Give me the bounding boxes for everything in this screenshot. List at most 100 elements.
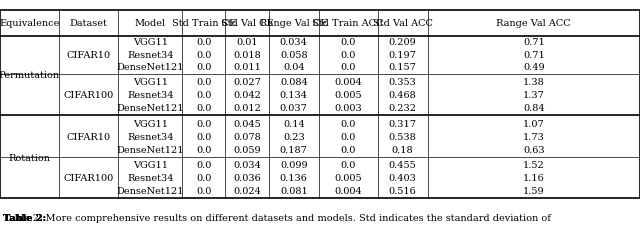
Text: 1.52: 1.52 [523,161,545,170]
Text: 0.01: 0.01 [236,38,258,47]
Text: 1.16: 1.16 [523,174,545,183]
Text: 0.0: 0.0 [340,64,356,73]
Text: 0.14: 0.14 [283,120,305,129]
Text: 0.003: 0.003 [334,104,362,113]
Text: Table 2: More comprehensive results on different datasets and models. Std indica: Table 2: More comprehensive results on d… [3,214,551,223]
Text: CIFAR100: CIFAR100 [63,174,114,183]
Text: 0.18: 0.18 [392,146,413,155]
Text: 0.0: 0.0 [196,133,212,142]
Text: Table 2:: Table 2: [3,214,46,223]
Text: Resnet34: Resnet34 [127,51,173,60]
Text: 0.0: 0.0 [196,51,212,60]
Text: Dataset: Dataset [70,19,108,27]
Text: 0.84: 0.84 [523,104,545,113]
Text: Model: Model [135,19,166,27]
Text: 0.04: 0.04 [283,64,305,73]
Text: Std Val CE: Std Val CE [221,19,273,27]
Text: 0.0: 0.0 [340,146,356,155]
Text: DenseNet121: DenseNet121 [116,104,184,113]
Text: 0.71: 0.71 [523,51,545,60]
Text: CIFAR100: CIFAR100 [63,91,114,100]
Text: Table 2: More comprehensive results on different datasets and models. Std indica: Table 2: More comprehensive results on d… [3,214,551,223]
Text: Std Train CE: Std Train CE [172,19,236,27]
Text: Table 2:: Table 2: [3,214,46,223]
Text: 0.099: 0.099 [280,161,308,170]
Text: 0.0: 0.0 [196,104,212,113]
Text: 0.0: 0.0 [196,91,212,100]
Text: 0.027: 0.027 [233,78,261,87]
Text: 1.38: 1.38 [523,78,545,87]
Text: 0.0: 0.0 [340,51,356,60]
Text: 0.0: 0.0 [340,120,356,129]
Text: 0.63: 0.63 [523,146,545,155]
Text: 0.197: 0.197 [388,51,417,60]
Text: 0.004: 0.004 [334,78,362,87]
Text: 0.0: 0.0 [196,161,212,170]
Text: 1.73: 1.73 [523,133,545,142]
Text: 0.0: 0.0 [340,133,356,142]
Text: Std Val ACC: Std Val ACC [372,19,433,27]
Text: VGG11: VGG11 [133,38,168,47]
Text: 0.134: 0.134 [280,91,308,100]
Text: Table 2:: Table 2: [3,214,46,223]
Text: 0.0: 0.0 [340,161,356,170]
Text: 0.005: 0.005 [334,174,362,183]
Text: 0.036: 0.036 [233,174,261,183]
Text: 0.516: 0.516 [388,187,417,196]
Text: Equivalence: Equivalence [0,19,60,27]
Text: 0.23: 0.23 [283,133,305,142]
Text: 0.004: 0.004 [334,187,362,196]
Text: 1.37: 1.37 [523,91,545,100]
Text: 0.011: 0.011 [233,64,261,73]
Text: 0.037: 0.037 [280,104,308,113]
Text: Resnet34: Resnet34 [127,133,173,142]
Text: 0.0: 0.0 [196,146,212,155]
Text: 0.034: 0.034 [233,161,261,170]
Text: 0.081: 0.081 [280,187,308,196]
Text: Resnet34: Resnet34 [127,174,173,183]
Text: CIFAR10: CIFAR10 [67,51,111,60]
Text: 0.005: 0.005 [334,91,362,100]
Text: Range Val CE: Range Val CE [260,19,328,27]
Text: DenseNet121: DenseNet121 [116,64,184,73]
Text: 0.0: 0.0 [196,174,212,183]
Text: 0.042: 0.042 [233,91,261,100]
Text: VGG11: VGG11 [133,120,168,129]
Text: 0.024: 0.024 [233,187,261,196]
Text: 0.058: 0.058 [280,51,308,60]
Text: DenseNet121: DenseNet121 [116,146,184,155]
Text: VGG11: VGG11 [133,78,168,87]
Text: 0.538: 0.538 [388,133,417,142]
Text: Table 2: More comprehensive results on different datasets and models. Std indica: Table 2: More comprehensive results on d… [3,214,551,223]
Text: 0.045: 0.045 [233,120,261,129]
Text: 0.71: 0.71 [523,38,545,47]
Text: Resnet34: Resnet34 [127,91,173,100]
Text: 0.034: 0.034 [280,38,308,47]
Text: 0.187: 0.187 [280,146,308,155]
Text: 0.403: 0.403 [388,174,417,183]
Text: Rotation: Rotation [8,154,51,162]
Text: 0.136: 0.136 [280,174,308,183]
Text: 0.078: 0.078 [233,133,261,142]
Text: 0.0: 0.0 [196,38,212,47]
Text: Range Val ACC: Range Val ACC [497,19,571,27]
Text: 0.0: 0.0 [196,120,212,129]
Text: 0.059: 0.059 [233,146,261,155]
Text: 0.455: 0.455 [388,161,417,170]
Text: 1.59: 1.59 [523,187,545,196]
Text: 0.209: 0.209 [388,38,417,47]
Text: VGG11: VGG11 [133,161,168,170]
Text: Std Train ACC: Std Train ACC [312,19,384,27]
Text: CIFAR10: CIFAR10 [67,133,111,142]
Text: 0.157: 0.157 [388,64,417,73]
Text: 0.49: 0.49 [523,64,545,73]
Text: Permutation: Permutation [0,71,60,80]
Text: 0.0: 0.0 [196,187,212,196]
Text: 0.012: 0.012 [233,104,261,113]
Text: 0.0: 0.0 [196,78,212,87]
Text: 0.353: 0.353 [388,78,417,87]
Text: 0.0: 0.0 [196,64,212,73]
Text: 1.07: 1.07 [523,120,545,129]
Text: 0.018: 0.018 [233,51,261,60]
Text: DenseNet121: DenseNet121 [116,187,184,196]
